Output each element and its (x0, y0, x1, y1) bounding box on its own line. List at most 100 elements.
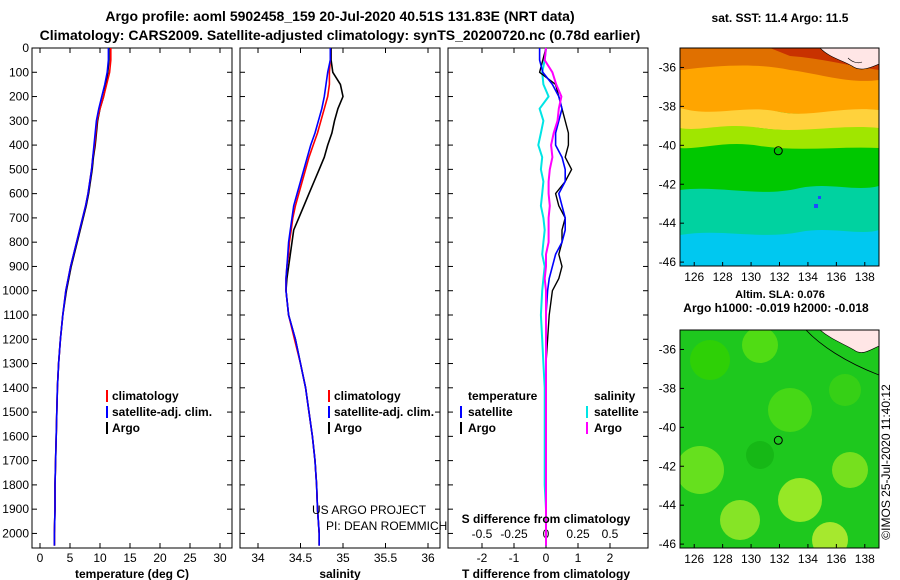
depth-tick-label: 1100 (3, 308, 29, 322)
x-tick-label: 0 (543, 551, 550, 565)
lon-tick-label: 134 (798, 552, 818, 566)
salinity-profiles (285, 48, 344, 546)
legend-s-argo-label: Argo (594, 421, 622, 435)
lon-tick-label: 132 (769, 270, 789, 284)
difference-panel-frame (447, 47, 649, 549)
depth-tick-label: 100 (9, 65, 29, 79)
argo-position-marker (773, 435, 783, 445)
sla-title: Altim. SLA: 0.076 (735, 289, 825, 301)
temperature-profiles (53, 48, 112, 546)
lat-tick-label: -36 (659, 60, 677, 74)
s-diff-tick-label: -0.25 (500, 527, 528, 541)
x-tick-label: 0 (37, 551, 44, 565)
lon-tick-label: 136 (826, 552, 846, 566)
s-diff-tick-label: -0.5 (472, 527, 493, 541)
lat-tick-label: -42 (659, 177, 677, 191)
depth-tick-label: 700 (9, 211, 29, 225)
x-tick-label: 5 (67, 551, 74, 565)
x-tick-label: 34.5 (289, 551, 313, 565)
lat-tick-label: -38 (659, 99, 677, 113)
salinity-x-ticks: 34 34.5 35 35.5 36 (251, 48, 435, 565)
x-tick-label: 35 (336, 551, 350, 565)
lat-tick-label: -46 (659, 537, 677, 551)
x-tick-label: 10 (93, 551, 107, 565)
x-tick-label: 20 (153, 551, 167, 565)
salinity-argo-line (285, 48, 344, 546)
sla-lon-ticks: 126 128 130 132 134 136 138 (684, 544, 875, 566)
legend-climatology-label: climatology (334, 389, 401, 403)
depth-axis: 0 100 200 300 400 500 600 700 800 900 1000 1100 1200… (2, 41, 648, 540)
lon-tick-label: 126 (684, 552, 704, 566)
depth-tick-label: 900 (9, 259, 29, 273)
depth-tick-label: 600 (9, 187, 29, 201)
s-diff-tick-label: 0.25 (566, 527, 590, 541)
lon-tick-label: 138 (855, 270, 875, 284)
x-tick-label: 2 (607, 551, 614, 565)
x-tick-label: -2 (477, 551, 488, 565)
depth-tick-label: 2000 (2, 526, 29, 540)
lat-tick-label: -44 (659, 216, 677, 230)
lon-tick-label: 130 (741, 270, 761, 284)
depth-tick-label: 500 (9, 162, 29, 176)
depth-tick-label: 300 (9, 114, 29, 128)
lon-tick-label: 138 (855, 552, 875, 566)
lon-tick-label: 128 (713, 552, 733, 566)
lat-tick-label: -40 (659, 420, 677, 434)
s-diff-satellite-line (537, 47, 550, 546)
difference-xlabel: T difference from climatology (462, 567, 630, 580)
salinity-climatology-line (285, 48, 332, 546)
difference-profiles (537, 47, 573, 546)
temperature-xlabel: temperature (deg C) (75, 567, 189, 580)
depth-tick-label: 1400 (2, 381, 29, 395)
x-tick-label: 34 (251, 551, 265, 565)
lat-tick-label: -40 (659, 138, 677, 152)
legend-argo-label: Argo (334, 421, 362, 435)
lon-tick-label: 132 (769, 552, 789, 566)
legend-argo-label: Argo (112, 421, 140, 435)
temperature-panel-frame (31, 47, 233, 549)
legend-satellite-label: satellite-adj. clim. (112, 405, 212, 419)
depth-tick-label: 1500 (2, 405, 29, 419)
lat-tick-label: -42 (659, 459, 677, 473)
credit-pi: PI: DEAN ROEMMICH (326, 519, 447, 533)
x-tick-label: 36 (421, 551, 435, 565)
legend-salinity-head: salinity (594, 389, 636, 403)
depth-tick-label: 1900 (2, 502, 29, 516)
depth-tick-label: 400 (9, 138, 29, 152)
salinity-satellite-line (285, 48, 332, 546)
s-diff-argo-line (543, 47, 563, 546)
temperature-argo-line (53, 48, 110, 546)
depth-tick-label: 1800 (2, 478, 29, 492)
x-tick-label: -1 (509, 551, 520, 565)
argo-position-marker (773, 146, 783, 156)
lon-tick-label: 130 (741, 552, 761, 566)
depth-tick-label: 1000 (2, 284, 29, 298)
depth-tick-label: 1300 (2, 357, 29, 371)
lat-tick-label: -38 (659, 381, 677, 395)
legend-s-satellite-label: satellite (594, 405, 639, 419)
lat-tick-label: -36 (659, 342, 677, 356)
depth-tick-label: 1200 (2, 332, 29, 346)
depth-tick-label: 1700 (2, 454, 29, 468)
sst-map-title: sat. SST: 11.4 Argo: 11.5 (712, 11, 849, 25)
h-title: Argo h1000: -0.019 h2000: -0.018 (683, 301, 869, 315)
salinity-xlabel: salinity (319, 567, 361, 580)
salinity-legend: climatology satellite-adj. clim. Argo (328, 389, 434, 435)
difference-legend: temperature satellite Argo salinity sate… (460, 389, 639, 435)
temperature-satellite-line (53, 48, 110, 546)
x-tick-label: 15 (123, 551, 137, 565)
x-tick-label: 35.5 (374, 551, 398, 565)
lon-tick-label: 126 (684, 270, 704, 284)
sla-map (680, 330, 879, 548)
lat-tick-label: -44 (659, 498, 677, 512)
difference-x-ticks: -2 -1 0 1 2 (477, 48, 614, 565)
legend-t-satellite-label: satellite (468, 405, 513, 419)
legend-satellite-label: satellite-adj. clim. (334, 405, 434, 419)
legend-climatology-label: climatology (112, 389, 179, 403)
imos-stamp: ©IMOS 25-Jul-2020 11:40:12 (879, 384, 893, 540)
depth-tick-label: 1600 (2, 429, 29, 443)
legend-t-argo-label: Argo (468, 421, 496, 435)
salinity-panel-frame (239, 47, 441, 549)
